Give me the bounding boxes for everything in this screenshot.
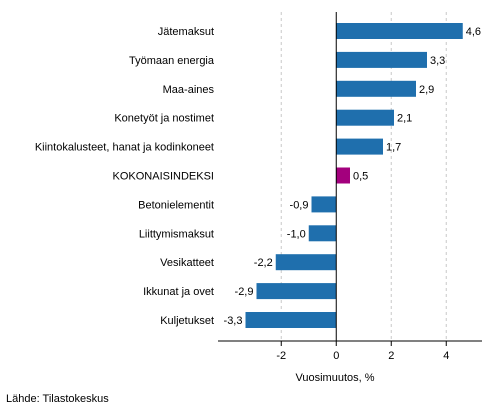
bar [256,283,337,300]
x-tick-label: 0 [333,350,339,362]
category-label: Liittymismaksut [139,228,214,240]
bar [336,51,427,68]
data-label: -0,9 [290,199,309,211]
bar [245,312,337,328]
bar [275,254,337,271]
data-label: 3,3 [430,55,445,67]
category-label: Kuljetukset [160,315,214,327]
bar [336,80,416,97]
category-label: Maa-aines [163,84,215,96]
data-label: -1,0 [287,228,306,240]
data-label: 1,7 [386,142,401,154]
labels: Jätemaksut 4,6 Työmaan energia 3,3 Maa-aines… [35,26,481,327]
bar [308,225,337,242]
category-label: Kiintokalusteet, hanat ja kodinkoneet [35,142,214,154]
bars [245,23,463,328]
data-label: 4,6 [466,26,481,38]
x-tick-label: 2 [388,350,394,362]
bar [336,109,394,126]
source-note: Lähde: Tilastokeskus [6,393,109,405]
data-label: -2,2 [254,257,273,269]
category-label: Betonielementit [138,199,214,211]
bar [336,167,350,184]
category-label: Työmaan energia [129,55,215,67]
data-label: -3,3 [224,315,243,327]
category-label: Jätemaksut [158,26,214,38]
x-axis-title: Vuosimuutos, % [295,372,374,384]
category-label: Vesikatteet [160,257,214,269]
bar [336,138,383,155]
x-tick-label: -2 [276,350,286,362]
data-label: 0,5 [353,171,368,183]
bar [336,23,463,39]
data-label: -2,9 [235,286,254,298]
x-tick-label: 4 [443,350,449,362]
data-label: 2,9 [419,84,434,96]
category-label: KOKONAISINDEKSI [113,171,214,183]
data-label: 2,1 [397,113,412,125]
bar [311,196,337,213]
category-label: Ikkunat ja ovet [143,286,214,298]
x-axis: -2 0 2 4 [218,12,482,362]
category-label: Konetyöt ja nostimet [114,113,214,125]
